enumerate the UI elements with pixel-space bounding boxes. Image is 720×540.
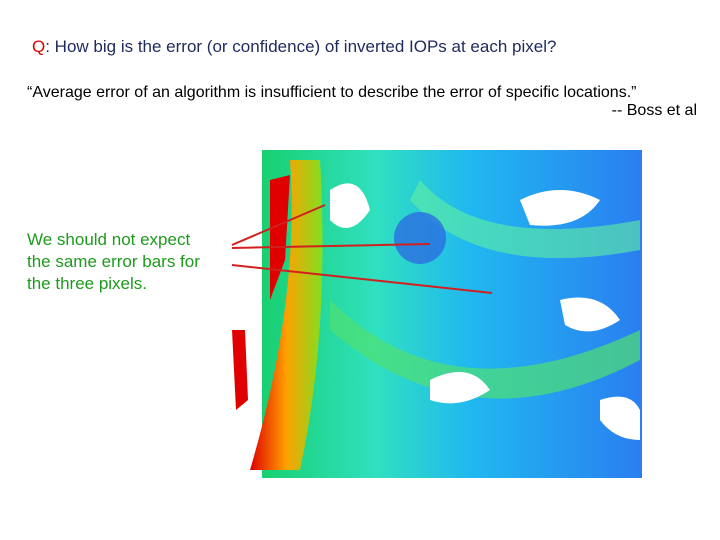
note-line: We should not expect	[27, 230, 191, 249]
note: We should not expect the same error bars…	[27, 229, 200, 295]
note-line: the same error bars for	[27, 252, 200, 271]
question-text: : How big is the error (or confidence) o…	[45, 37, 557, 56]
quote: “Average error of an algorithm is insuff…	[27, 84, 717, 120]
question: Q: How big is the error (or confidence) …	[32, 37, 556, 57]
note-line: the three pixels.	[27, 274, 148, 293]
quote-attribution: -- Boss et al	[611, 102, 697, 119]
quote-text: “Average error of an algorithm is insuff…	[27, 84, 637, 101]
question-prefix: Q	[32, 37, 46, 56]
